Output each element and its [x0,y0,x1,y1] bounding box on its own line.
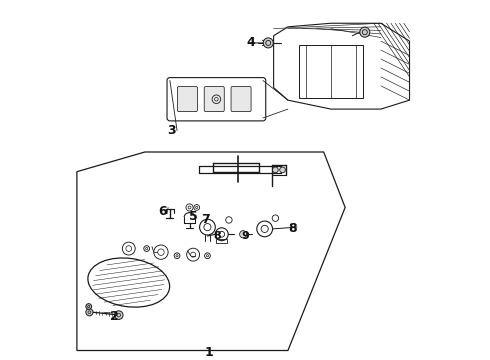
Circle shape [86,309,93,316]
Circle shape [280,167,285,173]
Circle shape [86,303,92,309]
FancyBboxPatch shape [231,86,251,112]
Ellipse shape [88,258,170,307]
FancyBboxPatch shape [167,78,266,121]
Text: 7: 7 [201,213,210,226]
Text: 2: 2 [110,310,119,323]
Text: 8: 8 [213,231,221,241]
Circle shape [240,231,247,238]
Circle shape [263,38,273,48]
Text: 9: 9 [241,231,249,241]
Circle shape [115,311,123,319]
Text: 3: 3 [168,124,176,137]
FancyBboxPatch shape [204,86,224,112]
FancyBboxPatch shape [177,86,197,112]
Bar [217,239,227,243]
Circle shape [360,27,370,37]
Circle shape [272,167,278,173]
Text: 4: 4 [246,36,255,49]
Bar [298,45,363,98]
Text: 5: 5 [189,210,197,223]
Text: 8: 8 [288,222,296,235]
Text: 1: 1 [205,346,214,359]
Text: 6: 6 [158,204,167,217]
